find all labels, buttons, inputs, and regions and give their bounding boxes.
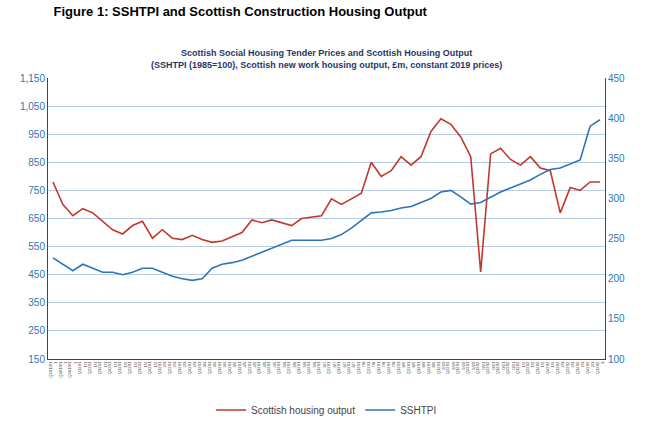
svg-text:Q22019/20: Q22019/20 [445,361,455,374]
svg-text:Q12011/1: Q12011/1 [77,361,87,374]
svg-text:Q12016/7: Q12016/7 [316,361,326,374]
svg-text:Q42014/5: Q42014/5 [266,361,276,374]
svg-text:Q12012/3: Q12012/3 [157,361,167,374]
svg-text:Q2010/11: Q2010/11 [48,361,58,378]
svg-text:750: 750 [28,185,45,196]
svg-text:Q32016/7: Q32016/7 [336,361,346,374]
svg-text:Q32022/3: Q32022/3 [575,361,585,374]
svg-text:Q32018/9: Q32018/9 [416,361,426,374]
svg-text:Q22012/3: Q22012/3 [167,361,177,374]
svg-text:Q42011/1: Q42011/1 [107,361,117,374]
svg-text:Q32015/6: Q32015/6 [296,361,306,374]
svg-text:Q42016/7: Q42016/7 [346,361,356,374]
svg-text:Q42019/20: Q42019/20 [465,361,475,374]
svg-text:650: 650 [28,213,45,224]
svg-text:SSHTPI: SSHTPI [400,405,436,416]
svg-text:250: 250 [608,233,625,244]
svg-text:150: 150 [28,354,45,365]
svg-text:Q22013/4: Q22013/4 [207,361,217,374]
svg-text:Q12013/4: Q12013/4 [197,361,207,374]
svg-text:450: 450 [608,73,625,84]
svg-text:350: 350 [28,297,45,308]
svg-text:Q22020/21: Q22020/21 [485,361,495,374]
svg-text:250: 250 [28,325,45,336]
svg-text:Scottish housing output: Scottish housing output [251,405,355,416]
svg-text:Q22022/3: Q22022/3 [565,361,575,374]
svg-text:400: 400 [608,113,625,124]
svg-text:Q12011/2: Q12011/2 [117,361,127,374]
svg-text:Q32017/8: Q32017/8 [376,361,386,374]
svg-text:Q3010/11: Q3010/11 [58,361,68,378]
svg-text:Q42017/8: Q42017/8 [386,361,396,374]
svg-text:1,150: 1,150 [20,73,45,84]
svg-text:Q12023: Q12023 [595,361,605,374]
svg-text:Q32011/1: Q32011/1 [97,361,107,374]
svg-text:Q22011/2: Q22011/2 [127,361,137,374]
svg-text:Q32019/20: Q32019/20 [455,361,465,374]
svg-text:Scottish Social Housing Tender: Scottish Social Housing Tender Prices an… [151,48,502,70]
svg-text:Q42021/2: Q42021/2 [545,361,555,374]
svg-text:Q22015/6: Q22015/6 [286,361,296,374]
svg-text:Q42020/21: Q42020/21 [505,361,515,374]
svg-text:Q12019/20: Q12019/20 [436,361,446,374]
svg-text:Q32011/2: Q32011/2 [137,361,147,374]
svg-text:350: 350 [608,153,625,164]
svg-text:Figure 1: SSHTPI and Scottish: Figure 1: SSHTPI and Scottish Constructi… [54,4,428,19]
svg-text:Q42018/9: Q42018/9 [426,361,436,374]
svg-text:Q12018/9: Q12018/9 [396,361,406,374]
svg-text:Q22014/5: Q22014/5 [247,361,257,374]
svg-text:950: 950 [28,129,45,140]
svg-text:Q32014/5: Q32014/5 [256,361,266,374]
svg-text:Q4010/11: Q4010/11 [68,361,78,378]
svg-text:Q12021/2: Q12021/2 [515,361,525,374]
svg-text:Q42022/3: Q42022/3 [585,361,595,374]
svg-text:Q32020/21: Q32020/21 [495,361,505,374]
svg-text:450: 450 [28,269,45,280]
svg-text:Q22017/8: Q22017/8 [366,361,376,374]
svg-text:Q32012/3: Q32012/3 [177,361,187,374]
svg-text:Q32021/2: Q32021/2 [535,361,545,374]
svg-text:1,050: 1,050 [20,101,45,112]
svg-text:550: 550 [28,241,45,252]
svg-text:200: 200 [608,273,625,284]
svg-text:Q12015/6: Q12015/6 [276,361,286,374]
svg-text:Q12017/8: Q12017/8 [356,361,366,374]
svg-text:Q12014/5: Q12014/5 [237,361,247,374]
svg-text:150: 150 [608,313,625,324]
svg-text:300: 300 [608,193,625,204]
svg-text:Q22016/7: Q22016/7 [326,361,336,374]
svg-text:Q22011/1: Q22011/1 [87,361,97,374]
svg-text:100: 100 [608,354,625,365]
svg-text:Q22018/9: Q22018/9 [406,361,416,374]
svg-text:Q42012/3: Q42012/3 [187,361,197,374]
svg-text:Q42015/6: Q42015/6 [306,361,316,374]
svg-text:850: 850 [28,157,45,168]
svg-text:Q12020/21: Q12020/21 [475,361,485,374]
svg-text:Q42013/4: Q42013/4 [227,361,237,374]
svg-text:Q42011/2: Q42011/2 [147,361,157,374]
svg-text:Q12022/3: Q12022/3 [555,361,565,374]
svg-text:Q32013/4: Q32013/4 [217,361,227,374]
svg-text:Q22021/2: Q22021/2 [525,361,535,374]
